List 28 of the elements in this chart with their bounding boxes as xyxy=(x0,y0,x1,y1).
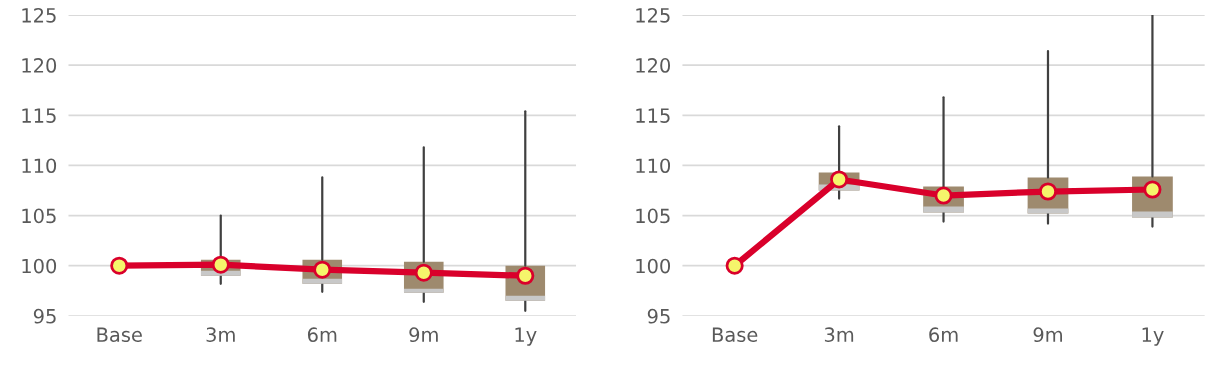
x-tick-label: 9m xyxy=(409,327,438,343)
x-tick-label: Base xyxy=(712,327,758,343)
y-tick-label: 105 xyxy=(636,208,670,224)
y-tick-label: 125 xyxy=(22,7,56,23)
y-tick-label: 120 xyxy=(22,58,57,73)
y-tick-label: 115 xyxy=(636,108,670,123)
point xyxy=(211,255,230,274)
y-tick-label: 110 xyxy=(636,158,671,174)
y-tick-label: 105 xyxy=(22,208,56,224)
y-tick-label: 95 xyxy=(647,308,670,324)
y-tick-label: 100 xyxy=(22,258,57,274)
y-tick-label: 115 xyxy=(22,108,56,123)
point xyxy=(110,256,129,275)
x-tick-label: 3m xyxy=(824,327,854,343)
y-tick-label: 100 xyxy=(636,258,671,274)
x-tick-label: 1y xyxy=(1142,327,1164,346)
x-tick-label: 9m xyxy=(1033,327,1062,343)
y-tick-label: 125 xyxy=(636,7,670,23)
point xyxy=(725,256,744,275)
x-tick-label: 1y xyxy=(515,327,537,346)
point xyxy=(830,170,849,189)
y-tick-label: 110 xyxy=(22,158,57,174)
x-tick-label: 6m xyxy=(929,327,958,343)
x-tick-label: 3m xyxy=(206,327,235,343)
x-tick-label: 6m xyxy=(307,327,337,343)
x-tick-label: Base xyxy=(97,327,142,343)
y-tick-label: 120 xyxy=(636,58,671,73)
y-tick-label: 95 xyxy=(33,308,56,324)
